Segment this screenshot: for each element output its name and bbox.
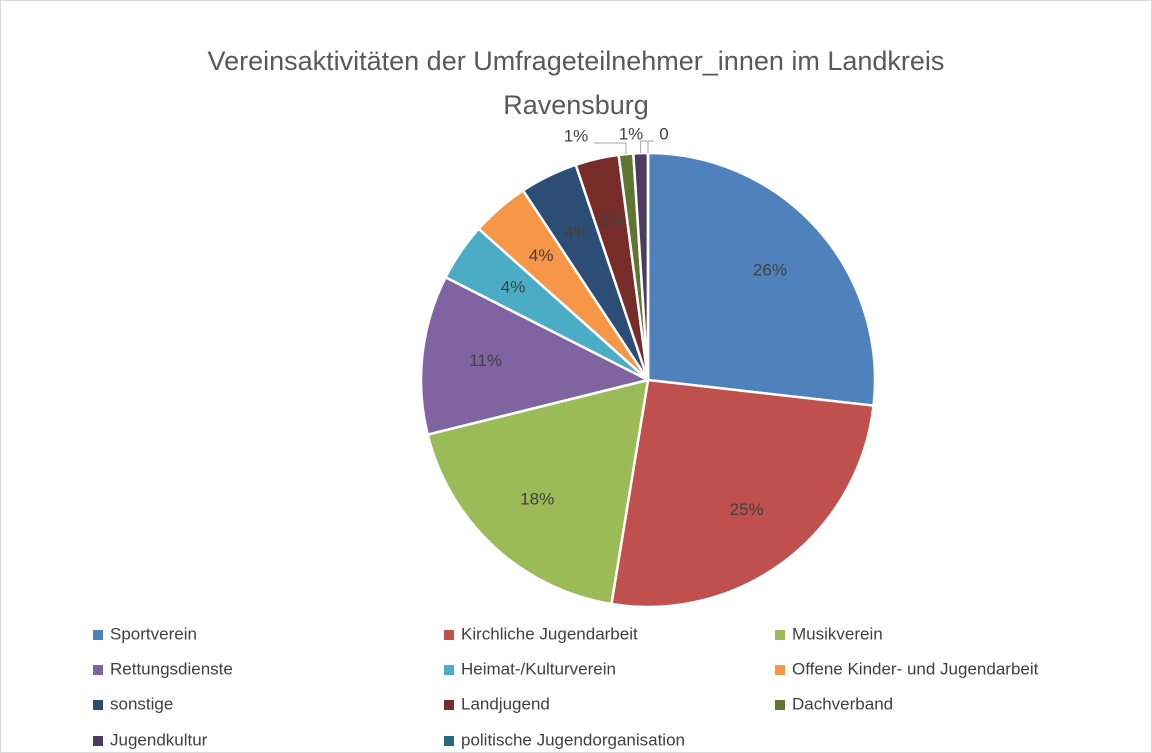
- legend-label: Rettungsdienste: [110, 659, 233, 678]
- legend-swatch: [444, 700, 454, 710]
- legend-swatch: [93, 665, 103, 675]
- chart-title: Vereinsaktivitäten der Umfrageteilnehmer…: [207, 46, 945, 120]
- data-label: 1%: [564, 126, 589, 145]
- legend-swatch: [444, 630, 454, 640]
- legend-label: Heimat-/Kulturverein: [461, 659, 616, 678]
- data-label: 0: [659, 124, 668, 143]
- pie-slice: [419, 275, 652, 437]
- data-label: 26%: [753, 261, 787, 280]
- legend-label: Landjugend: [461, 694, 550, 713]
- legend-label: Jugendkultur: [110, 730, 208, 749]
- pie-slice: [609, 378, 875, 609]
- pie-slice: [426, 378, 650, 606]
- legend-swatch: [93, 700, 103, 710]
- legend-swatch: [444, 665, 454, 675]
- data-label: 25%: [730, 500, 764, 519]
- legend-label: Dachverband: [792, 694, 893, 713]
- legend-label: politische Jugendorganisation: [461, 730, 685, 749]
- legend-label: Musikverein: [792, 624, 883, 643]
- leader-line: [647, 140, 654, 153]
- legend-swatch: [775, 700, 785, 710]
- data-label: 4%: [529, 246, 554, 265]
- leader-line: [640, 140, 649, 154]
- legend-label: Kirchliche Jugendarbeit: [461, 624, 638, 643]
- data-label: 4%: [501, 277, 526, 296]
- legend-label: Offene Kinder- und Jugendarbeit: [792, 659, 1039, 678]
- data-label: 4%: [564, 223, 589, 242]
- legend-swatch: [93, 630, 103, 640]
- legend-label: Sportverein: [110, 624, 197, 643]
- data-label: 3%: [599, 210, 624, 229]
- legend-swatch: [775, 665, 785, 675]
- pie-slice: [646, 151, 877, 408]
- leader-line: [594, 142, 627, 155]
- data-label: 11%: [469, 351, 502, 370]
- legend-swatch: [444, 736, 454, 746]
- legend-swatch: [775, 630, 785, 640]
- data-label: 18%: [520, 490, 554, 509]
- legend-swatch: [93, 736, 103, 746]
- data-label: 1%: [619, 124, 644, 143]
- legend-label: sonstige: [110, 694, 173, 713]
